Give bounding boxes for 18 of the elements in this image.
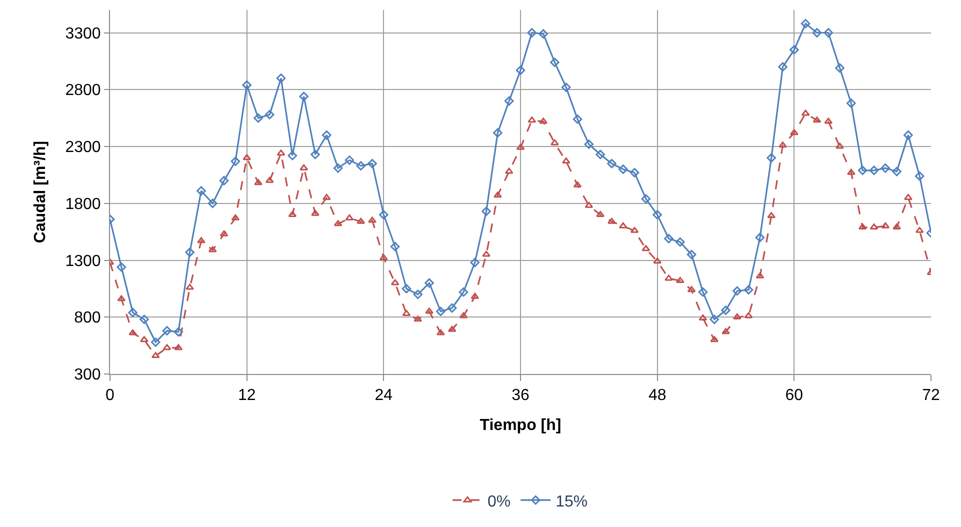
y-tick-label: 2300	[65, 139, 101, 156]
y-tick-label: 800	[74, 310, 101, 327]
x-tick-label: 60	[785, 387, 804, 404]
x-tick-label: 72	[922, 387, 940, 404]
x-tick-label: 12	[238, 387, 256, 404]
x-axis-title: Tiempo [h]	[480, 416, 562, 434]
y-tick-label: 1300	[65, 252, 101, 270]
legend-label: 15%	[556, 493, 588, 510]
x-tick-label: 0	[106, 387, 115, 404]
y-axis-title: Caudal [m³/h]	[32, 140, 50, 244]
x-tick-label: 48	[648, 387, 666, 404]
y-tick-label: 1800	[65, 196, 101, 213]
y-tick-label: 2800	[65, 82, 101, 100]
x-tick-label: 24	[374, 387, 393, 404]
legend-label: 0%	[488, 493, 511, 510]
y-tick-label: 300	[74, 366, 101, 384]
y-tick-label: 3300	[65, 25, 101, 42]
x-tick-label: 36	[512, 387, 530, 404]
